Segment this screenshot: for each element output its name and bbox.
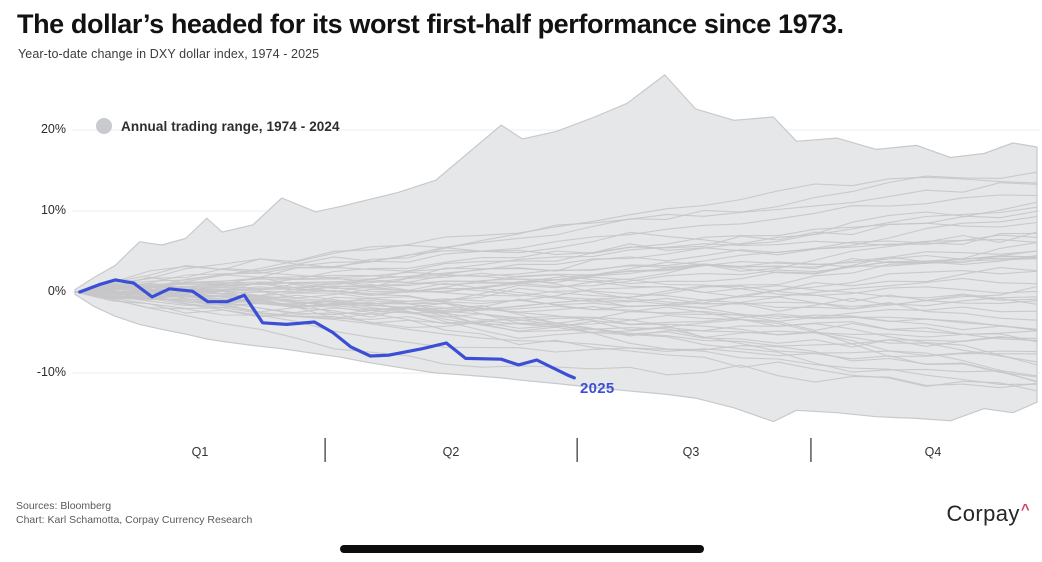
y-axis-label-neg10: -10%: [36, 365, 66, 379]
page-subtitle: Year-to-date change in DXY dollar index,…: [18, 47, 320, 61]
y-axis-label-20: 20%: [40, 122, 66, 136]
x-axis-label-q2: Q2: [442, 445, 460, 459]
bottom-bar: [340, 545, 704, 553]
footer-credit: Chart: Karl Schamotta, Corpay Currency R…: [16, 514, 253, 526]
corpay-caret-icon: ^: [1020, 501, 1030, 518]
x-axis-label-q1: Q1: [191, 445, 209, 459]
legend: Annual trading range, 1974 - 2024: [96, 118, 340, 134]
range-swatch-icon: [96, 118, 112, 134]
legend-label: Annual trading range, 1974 - 2024: [121, 118, 340, 134]
y-axis-label-10: 10%: [40, 203, 66, 217]
series-label-2025: 2025: [580, 380, 615, 397]
x-axis-label-q3: Q3: [682, 445, 700, 459]
quarter-ticks: [324, 438, 812, 462]
corpay-logo: Corpay^: [947, 501, 1030, 527]
page-title: The dollar’s headed for its worst first-…: [17, 9, 844, 39]
line-2025: [78, 278, 576, 380]
footer-sources: Sources: Bloomberg: [16, 500, 112, 512]
footer: Sources: Bloomberg Chart: Karl Schamotta…: [16, 499, 252, 527]
corpay-wordmark: Corpay: [946, 501, 1020, 526]
y-axis-label-0: 0%: [47, 284, 66, 298]
x-axis-label-q4: Q4: [924, 445, 942, 459]
